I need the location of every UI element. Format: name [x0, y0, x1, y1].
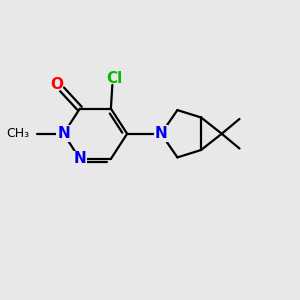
Text: N: N: [155, 126, 167, 141]
Text: N: N: [74, 152, 86, 166]
Text: N: N: [57, 126, 70, 141]
Text: Cl: Cl: [106, 71, 123, 86]
Text: O: O: [50, 77, 63, 92]
Text: CH₃: CH₃: [7, 127, 30, 140]
